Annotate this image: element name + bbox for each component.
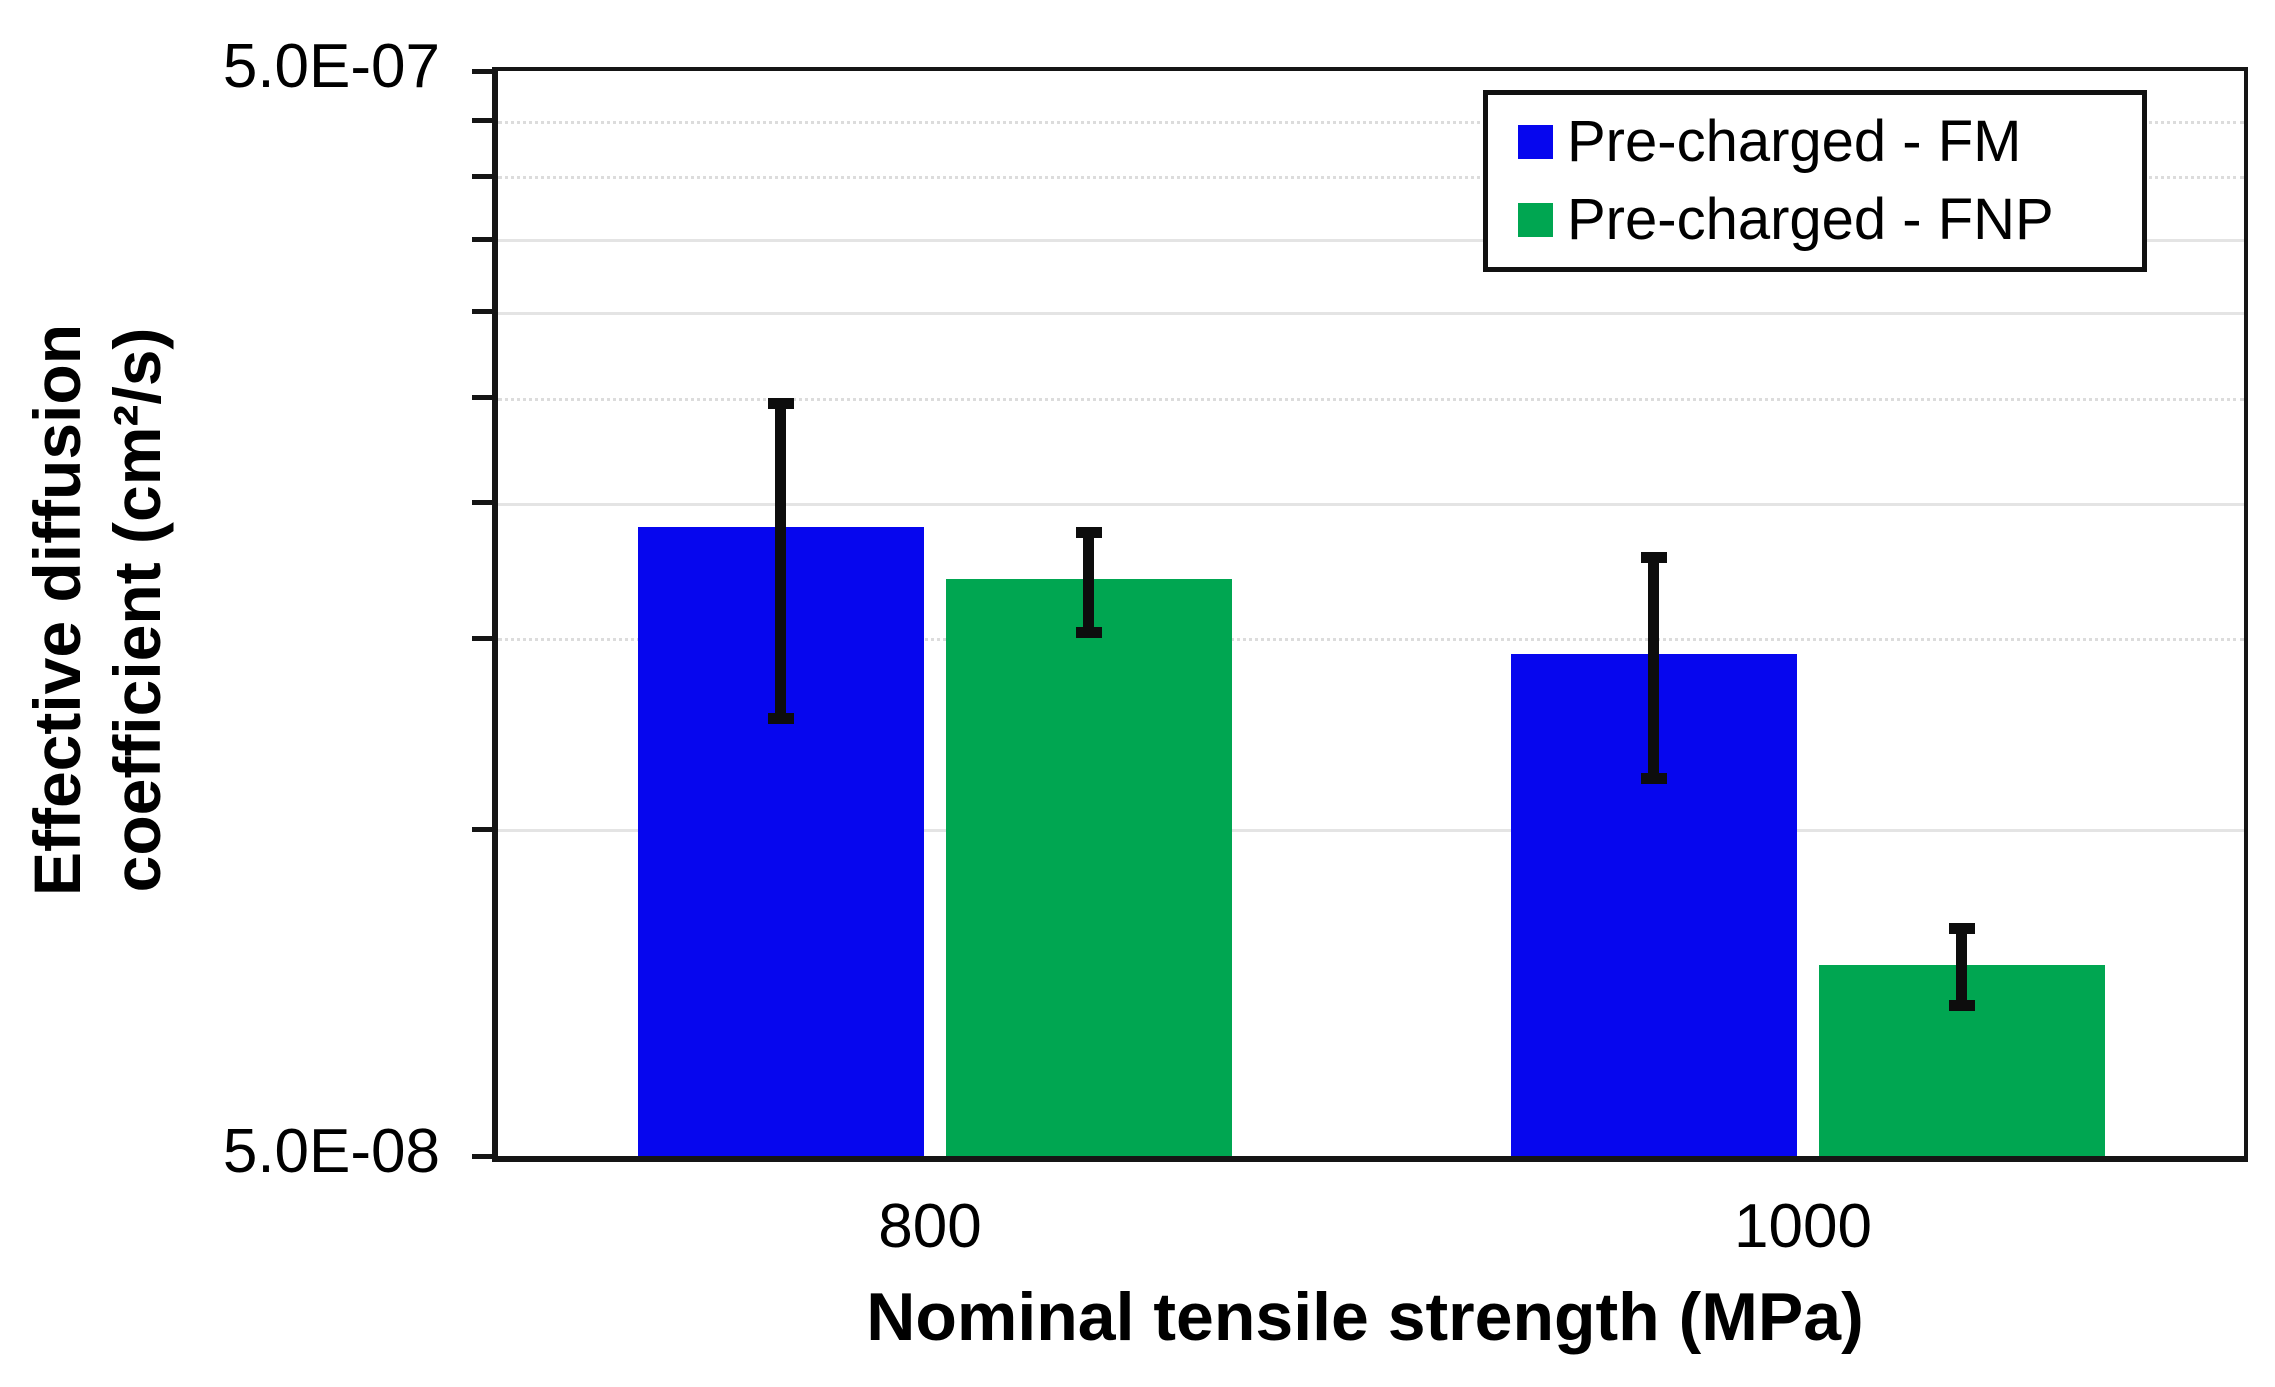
- legend-item-fm: Pre-charged - FM: [1488, 111, 2142, 173]
- errorbar-cap-top: [1075, 526, 1102, 538]
- errorbar-cap-top: [767, 397, 794, 409]
- y-axis-title-line1: Effective diffusion: [20, 323, 94, 897]
- errorbar-cap-top: [1640, 552, 1667, 564]
- errorbar-stem: [1956, 922, 1967, 1012]
- tick-2.5e-7: [472, 395, 492, 401]
- gridline-3.5e-7: [498, 239, 2244, 243]
- legend: Pre-charged - FM Pre-charged - FNP: [1483, 90, 2147, 272]
- tick-y-max: [472, 68, 492, 74]
- errorbar-cap-bottom: [1640, 773, 1667, 785]
- gridline-2e-7: [498, 502, 2244, 506]
- legend-label-fnp: Pre-charged - FNP: [1567, 187, 2054, 252]
- tick-1e-7: [472, 826, 492, 832]
- tick-4.5e-7: [472, 118, 492, 124]
- gridline-1.5e-7: [498, 638, 2244, 642]
- gridline-4.5e-7: [498, 120, 2244, 124]
- x-axis-title: Nominal tensile strength (MPa): [866, 1279, 1864, 1355]
- tick-2e-7: [472, 500, 492, 506]
- y-tick-label-max: 5.0E-07: [222, 32, 440, 101]
- gridline-4e-7: [498, 176, 2244, 180]
- errorbar-stem: [1648, 552, 1659, 785]
- gridline-2.5e-7: [498, 397, 2244, 401]
- errorbar-fm-800: [767, 397, 794, 725]
- y-tick-label-min: 5.0E-08: [222, 1117, 440, 1186]
- errorbar-cap-top: [1948, 922, 1975, 934]
- errorbar-fnp-1000: [1948, 922, 1975, 1012]
- bar-fnp-800: [945, 579, 1232, 1156]
- errorbar-cap-bottom: [1075, 627, 1102, 639]
- legend-label-fm: Pre-charged - FM: [1567, 109, 2022, 174]
- tick-3e-7: [472, 309, 492, 315]
- legend-swatch-fnp: [1518, 203, 1553, 237]
- x-tick-label-800: 800: [878, 1192, 982, 1261]
- y-axis-title: Effective diffusion coefficient (cm²/s): [17, 250, 177, 970]
- errorbar-fnp-800: [1075, 526, 1102, 639]
- tick-1.5e-7: [472, 635, 492, 641]
- errorbar-fm-1000: [1640, 552, 1667, 785]
- tick-y-min: [472, 1153, 492, 1159]
- tick-3.5e-7: [472, 236, 492, 242]
- errorbar-stem: [775, 397, 786, 725]
- errorbar-cap-bottom: [1948, 1000, 1975, 1012]
- legend-item-fnp: Pre-charged - FNP: [1488, 189, 2142, 251]
- gridline-1e-7: [498, 829, 2244, 833]
- x-tick-label-1000: 1000: [1734, 1192, 1872, 1261]
- tick-4e-7: [472, 173, 492, 179]
- legend-swatch-fm: [1518, 125, 1553, 159]
- errorbar-cap-bottom: [767, 713, 794, 725]
- y-axis-title-line2: coefficient (cm²/s): [100, 327, 174, 893]
- errorbar-stem: [1083, 526, 1094, 639]
- gridline-3e-7: [498, 311, 2244, 315]
